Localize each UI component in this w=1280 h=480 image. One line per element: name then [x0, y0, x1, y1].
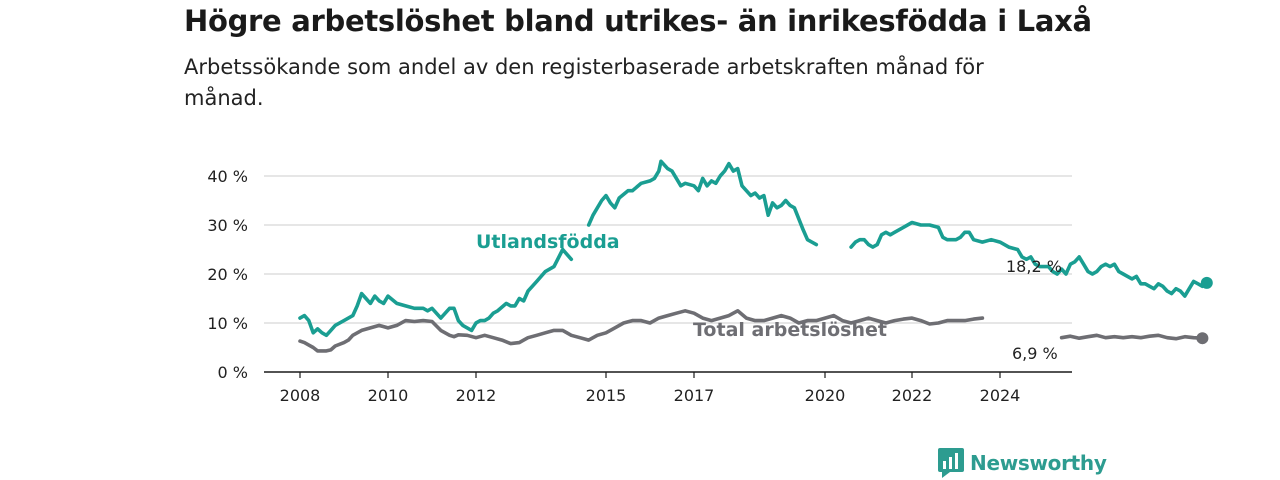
series-labels: Utlandsfödda Total arbetslöshet 18,2 % 6,9 …: [476, 231, 1062, 363]
series-line: [586, 159, 819, 247]
x-tick-label: 2024: [980, 386, 1021, 405]
newsworthy-logo-icon: [938, 448, 964, 478]
chart-subtitle: Arbetssökande som andel av den registerb…: [184, 55, 984, 110]
end-point-marker: [1196, 332, 1209, 345]
series-label-total: Total arbetslöshet: [693, 319, 887, 341]
series-label-utlandsfodda: Utlandsfödda: [476, 231, 620, 253]
series-line: [1059, 333, 1205, 341]
y-tick-label: 0 %: [218, 363, 248, 382]
x-tick-label: 2010: [368, 386, 409, 405]
x-axis-ticks: 2008 2010 2012 2015 2017 2020 2022 2024: [280, 372, 1021, 405]
series-utlandsfodda: [298, 159, 1213, 338]
series-line: [849, 220, 1209, 298]
series-line: [298, 309, 985, 353]
chart-title: Högre arbetslöshet bland utrikes- än inr…: [184, 4, 1092, 38]
series-line: [298, 247, 574, 338]
x-tick-label: 2022: [892, 386, 933, 405]
x-tick-label: 2017: [674, 386, 715, 405]
series-lines: [298, 159, 1213, 353]
end-point-marker: [1200, 276, 1213, 289]
series-total: [298, 309, 1209, 353]
x-tick-label: 2015: [586, 386, 627, 405]
x-tick-label: 2012: [456, 386, 497, 405]
y-tick-label: 10 %: [207, 314, 248, 333]
x-tick-label: 2008: [280, 386, 321, 405]
y-tick-label: 40 %: [207, 167, 248, 186]
end-label-utlandsfodda: 18,2 %: [1006, 257, 1062, 276]
y-tick-label: 20 %: [207, 265, 248, 284]
brand-logo: Newsworthy: [938, 448, 1107, 478]
end-label-total: 6,9 %: [1012, 344, 1058, 363]
y-axis-ticks: 0 % 10 % 20 % 30 % 40 %: [207, 167, 248, 382]
x-tick-label: 2020: [805, 386, 846, 405]
gridlines: [264, 175, 1072, 373]
brand-name: Newsworthy: [970, 451, 1107, 475]
y-tick-label: 30 %: [207, 216, 248, 235]
